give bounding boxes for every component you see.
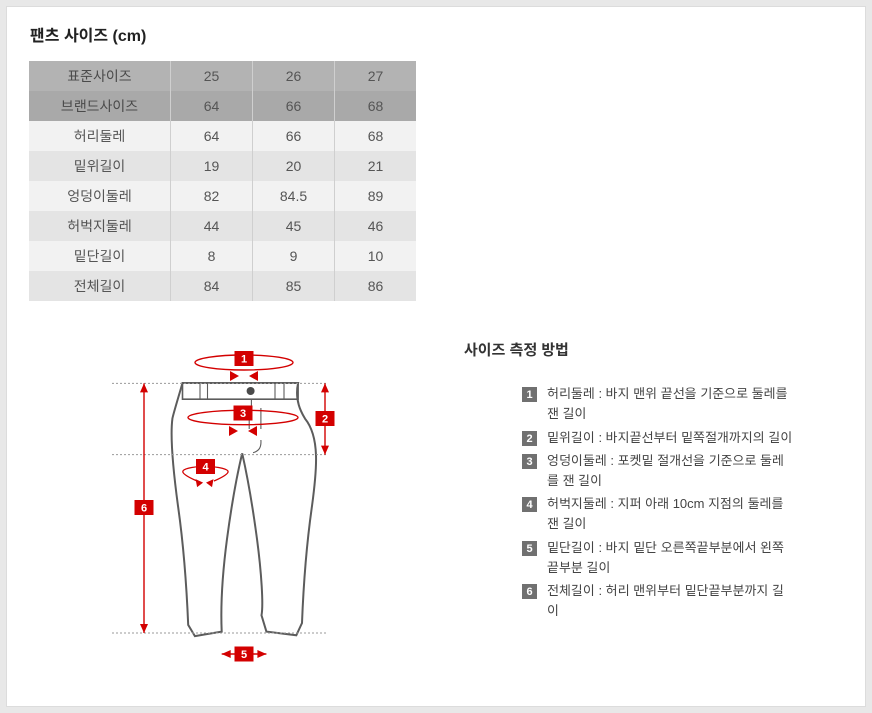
svg-text:1: 1	[241, 354, 247, 366]
svg-text:4: 4	[202, 462, 209, 474]
svg-text:6: 6	[141, 503, 147, 515]
svg-text:5: 5	[241, 649, 247, 661]
svg-text:3: 3	[240, 408, 246, 420]
svg-text:2: 2	[322, 414, 328, 426]
